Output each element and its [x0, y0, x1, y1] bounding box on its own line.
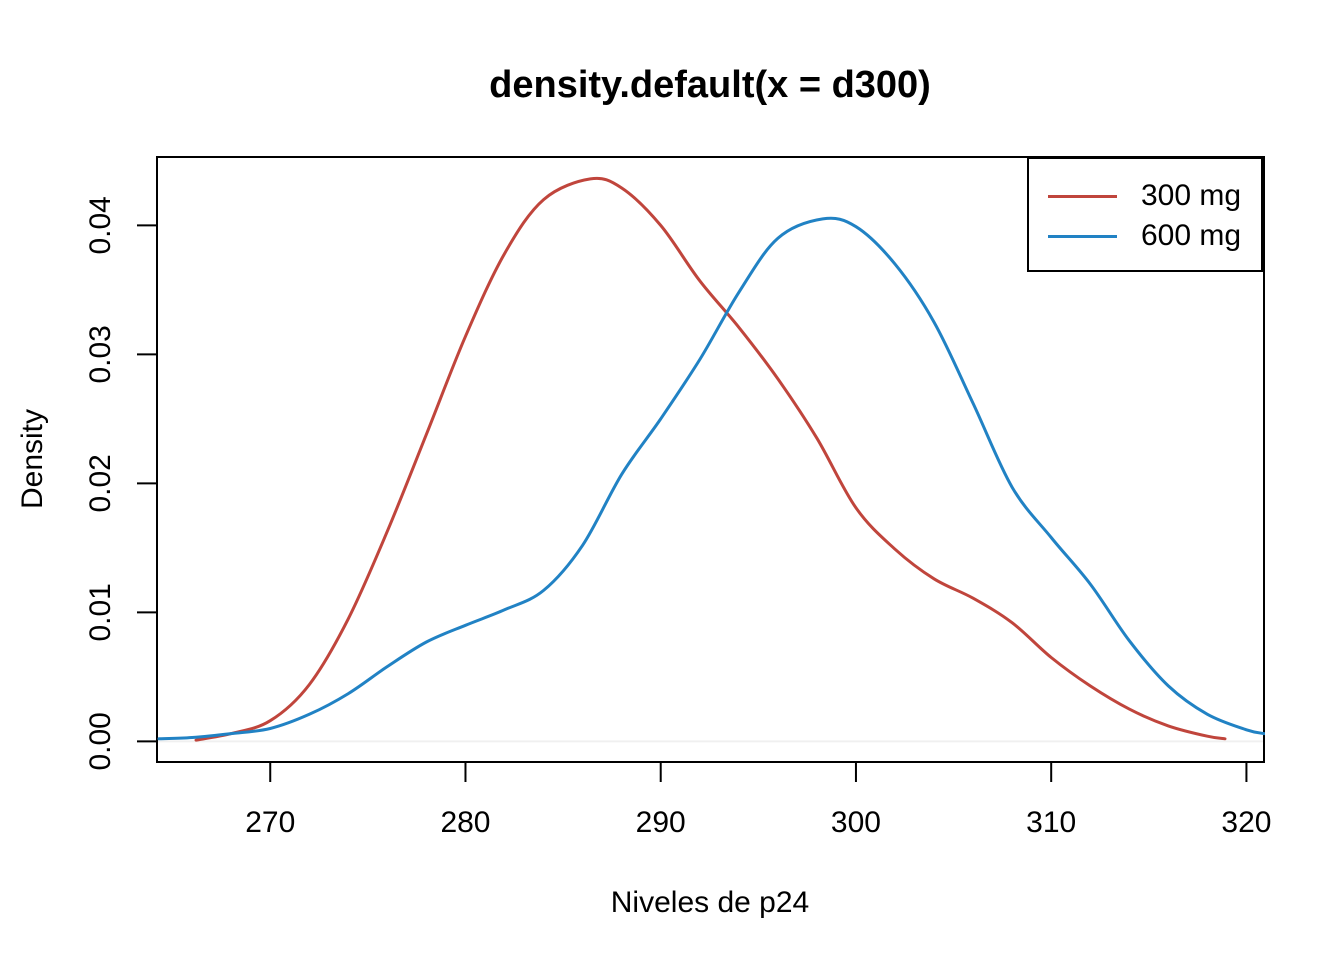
- legend-item-300-mg: 300 mg: [1029, 176, 1261, 216]
- y-tick-label: 0.00: [84, 712, 117, 770]
- chart-title: density.default(x = d300): [489, 64, 931, 106]
- plot-border: [156, 156, 1265, 763]
- x-tick-label: 290: [636, 806, 686, 839]
- x-tick-label: 320: [1221, 806, 1271, 839]
- axes-layer: 270 280 290 300 310 320 0.00 0.01 0.02 0.03 0.04: [84, 156, 1271, 839]
- x-tick-label: 270: [245, 806, 295, 839]
- y-tick-label: 0.03: [84, 325, 117, 383]
- legend-label-600-mg: 600 mg: [1141, 219, 1242, 252]
- legend-line-300-mg: [1048, 194, 1117, 198]
- curves-layer: [157, 176, 1265, 742]
- legend: 300 mg 600 mg: [1027, 157, 1263, 272]
- y-tick-label: 0.02: [84, 454, 117, 512]
- y-tick-label: 0.04: [84, 196, 117, 254]
- series-line-600-mg: [157, 216, 1265, 741]
- legend-label-300-mg: 300 mg: [1141, 179, 1242, 212]
- x-tick-label: 300: [831, 806, 881, 839]
- legend-line-600-mg: [1048, 234, 1117, 238]
- x-tick-label: 280: [440, 806, 490, 839]
- x-tick-label: 310: [1026, 806, 1076, 839]
- x-axis-label: Niveles de p24: [611, 886, 809, 919]
- series-line-300-mg: [194, 176, 1227, 742]
- legend-item-600-mg: 600 mg: [1029, 216, 1261, 256]
- y-tick-label: 0.01: [84, 583, 117, 641]
- y-axis-label: Density: [16, 409, 49, 509]
